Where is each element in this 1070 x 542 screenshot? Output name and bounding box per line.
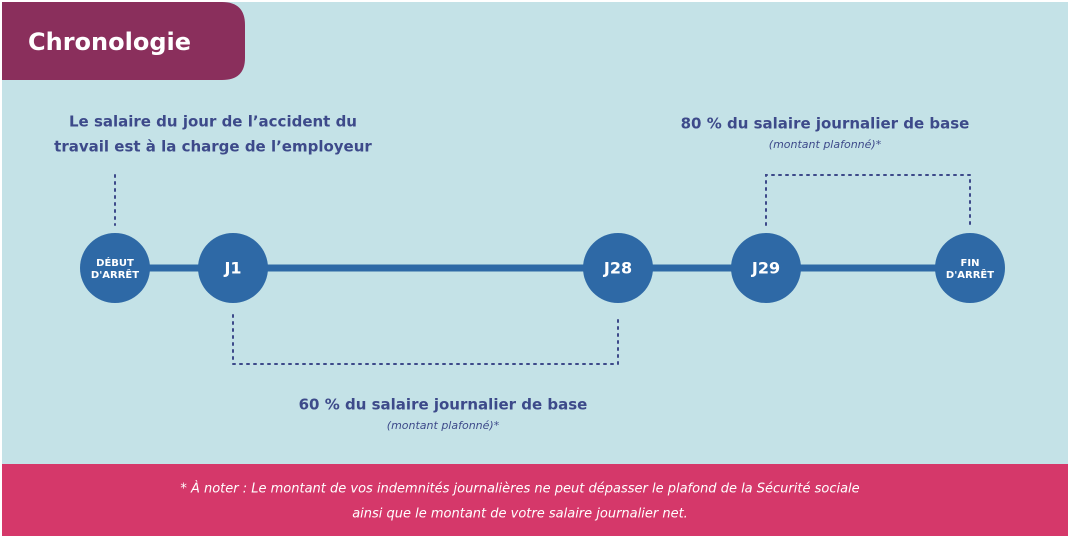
footnote-band [2,464,1068,536]
node-circle [935,233,1005,303]
node-label: J1 [223,259,241,278]
footnote-line: * À noter : Le montant de vos indemnités… [180,481,859,497]
node-label: J28 [603,259,632,278]
node-label: FIN [961,258,980,269]
node-label: J29 [751,259,780,278]
annotation-line: travail est à la charge de l’employeur [54,138,372,156]
header-title: Chronologie [28,28,191,56]
annotation-line: Le salaire du jour de l’accident du [69,113,357,131]
connector [765,174,971,226]
node-label: D'ARRÊT [946,268,994,281]
node-circle [731,233,801,303]
node-circle [583,233,653,303]
header-tab [2,2,245,80]
annotation-note: (montant plafonné)* [769,138,882,151]
annotation-text: 80 % du salaire journalier de base [681,115,970,133]
node-label: D'ARRÊT [91,268,139,281]
footnote-line: ainsi que le montant de votre salaire jo… [352,507,688,522]
annotation-text: 60 % du salaire journalier de base [299,396,588,414]
node-circle [198,233,268,303]
node-label: DÉBUT [96,256,134,269]
node-circle [80,233,150,303]
annotation-note: (montant plafonné)* [387,419,500,432]
